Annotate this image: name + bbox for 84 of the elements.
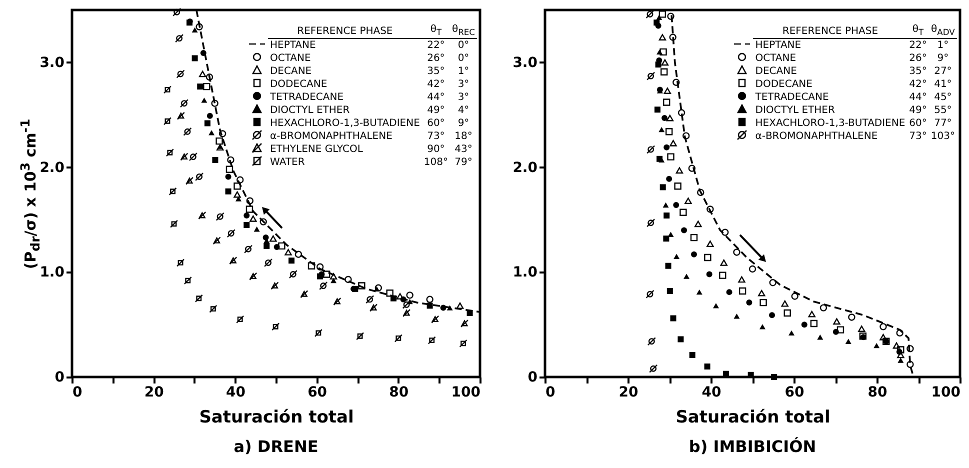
y-tick-label: 1.0 [40,264,65,281]
y-tick-label: 1.0 [512,264,538,281]
legend-label: DECANE [754,64,798,78]
legend-label: HEPTANE [268,38,317,52]
legend-label: DIOCTYL ETHER [268,104,351,116]
legend-label: DIOCTYL ETHER [754,104,836,116]
legend-label: DECANE [268,64,313,78]
annotation: 42° [426,78,446,90]
annotation: θ$_{ADV}$ [928,24,957,38]
legend-label: ETHYLENE GLYCOL [268,142,364,156]
annotation: θ$_{T}$ [907,24,929,38]
annotation: 9° [936,52,950,64]
annotation: 49° [908,104,928,116]
annotation: 1° [456,64,470,78]
x-axis-title: Saturación total [199,408,354,428]
annotation: 45° [933,90,953,104]
x-tick-label: 0 [546,384,556,400]
annotation: 35° [908,64,928,78]
annotation: 0° [456,52,470,64]
annotation: 103° [930,130,956,142]
annotation: 44° [908,90,928,104]
legend-label: TETRADECANE [268,90,345,104]
x-tick-label: 100 [931,384,961,400]
legend-label: HEXACHLORO-1,3-BUTADIENE [754,116,906,130]
annotation: θ$_{T}$ [422,24,450,38]
annotation: 18° [454,130,474,142]
annotation: 49° [426,104,446,116]
annotation: 27° [933,64,953,78]
legend-label: WATER [268,156,306,168]
legend-label: TETRADECANE [754,90,830,104]
x-tick-label: 40 [226,384,246,400]
legend-title: REFERENCE PHASE [268,24,422,38]
annotation: 1° [936,38,950,52]
x-tick-label: 0 [72,384,82,400]
annotation: 22° [426,38,446,52]
annotation: 60° [426,116,446,130]
annotation: 60° [908,116,928,130]
annotation: 35° [426,64,446,78]
y-tick-label: 0 [528,370,538,386]
annotation: 43° [454,142,474,156]
annotation: 77° [933,116,953,130]
y-tick-label: 2.0 [512,160,538,176]
x-tick-label: 20 [144,384,164,400]
text: b) IMBIBICIÓN [688,437,816,456]
annotation: 26° [426,52,446,64]
annotation: 3° [456,78,470,90]
legend-label: OCTANE [754,52,798,64]
x-tick-label: 60 [308,384,328,400]
legend-label: DODECANE [268,78,328,90]
annotation: 79° [454,156,474,168]
annotation: 3° [456,90,470,104]
x-tick-label: 100 [451,384,481,400]
legend-label: HEXACHLORO-1,3-BUTADIENE [268,116,421,130]
annotation: 41° [933,78,953,90]
annotation: 73° [426,130,446,142]
x-tick-label: 20 [618,384,638,400]
legend-label: DODECANE [754,78,814,90]
text: a) DRENE [234,437,318,456]
annotation: 90° [426,142,446,156]
x-tick-label: 40 [702,384,722,400]
annotation: 9° [456,116,470,130]
x-tick-label: 80 [868,384,888,400]
x-tick-label: 80 [389,384,409,400]
x-axis-title: Saturación total [676,408,830,428]
annotation: 55° [933,104,953,116]
legend-label: OCTANE [268,52,312,64]
y-tick-label: 2.0 [40,160,65,176]
annotation: 44° [426,90,446,104]
annotation: 73° [908,130,928,142]
legend-title: REFERENCE PHASE [753,24,908,38]
y-tick-label: 3.0 [512,54,538,71]
annotation: 108° [422,156,449,168]
legend-label: HEPTANE [754,38,802,52]
legend-label: α-BROMONAPHTHALENE [754,130,879,142]
legend-label: α-BROMONAPHTHALENE [268,130,394,142]
annotation: 4° [456,104,470,116]
y-tick-label: 0 [54,370,65,386]
annotation: 26° [908,52,928,64]
annotation: 42° [908,78,928,90]
annotation: 0° [456,38,470,52]
annotation: θ$_{REC}$ [450,24,477,38]
x-tick-label: 60 [784,384,804,400]
annotation: 22° [908,38,928,52]
y-tick-label: 3.0 [40,54,65,71]
